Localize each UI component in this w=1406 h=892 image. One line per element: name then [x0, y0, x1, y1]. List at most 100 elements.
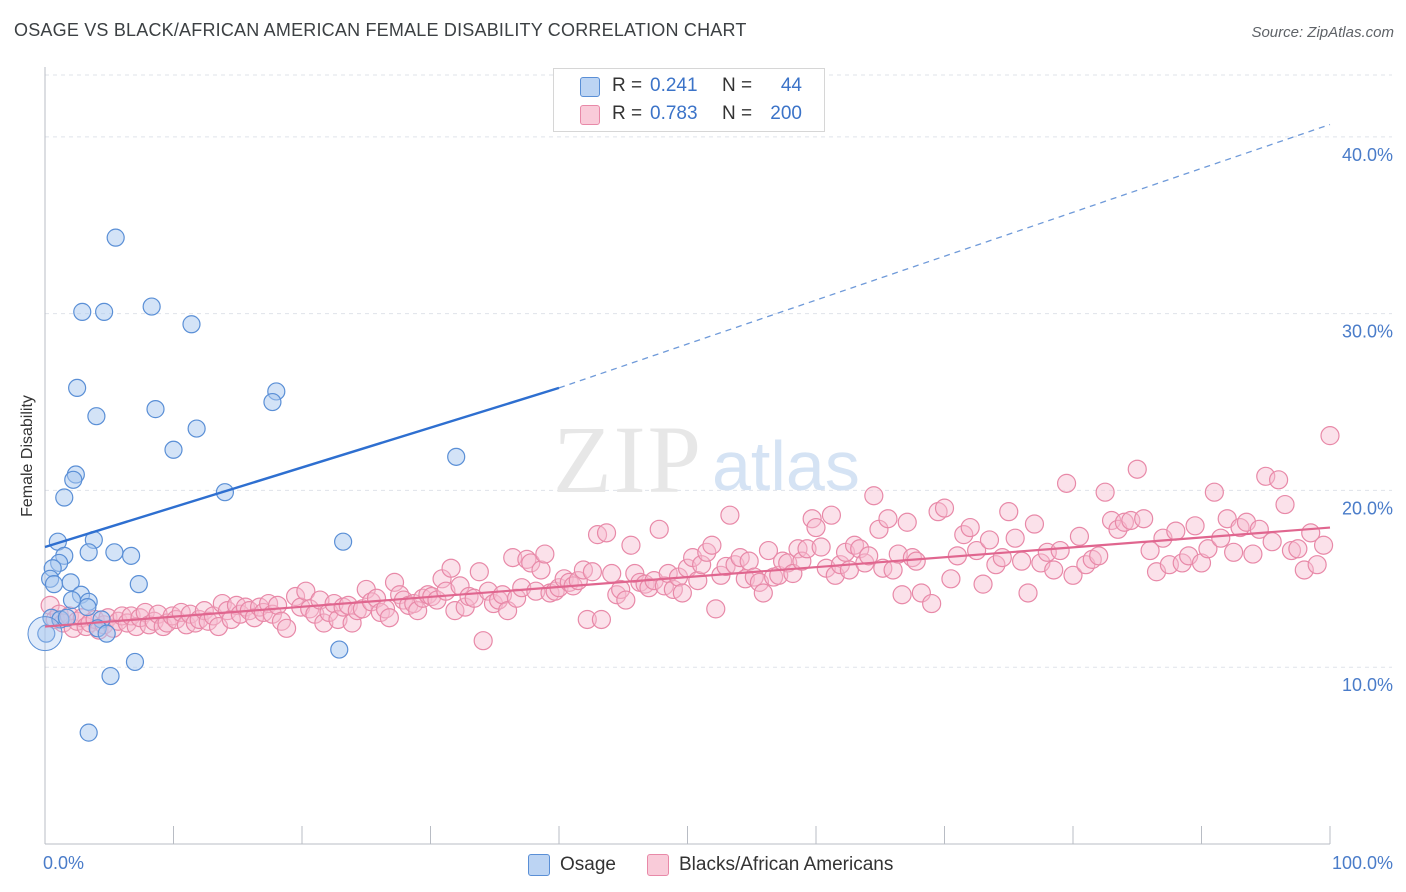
- data-point-blacks: [979, 530, 1000, 550]
- data-point-blacks: [611, 579, 631, 600]
- data-point-blacks: [384, 572, 405, 592]
- data-point-blacks: [1063, 565, 1083, 585]
- data-point-blacks: [1256, 466, 1276, 486]
- data-point-osage: [105, 543, 124, 562]
- data-point-blacks: [897, 512, 917, 532]
- data-point-osage: [73, 302, 92, 321]
- data-point-blacks: [531, 560, 551, 580]
- data-point-blacks: [469, 562, 489, 582]
- data-point-blacks: [379, 608, 399, 628]
- data-point-osage-large: [27, 616, 63, 652]
- data-point-blacks: [503, 548, 523, 568]
- data-point-blacks: [649, 519, 669, 539]
- data-point-blacks: [526, 581, 546, 601]
- data-point-blacks: [441, 558, 461, 578]
- data-point-blacks: [577, 609, 597, 630]
- data-point-osage: [187, 419, 206, 438]
- data-point-blacks: [1230, 517, 1250, 538]
- data-point-blacks: [1243, 544, 1263, 564]
- legend-r-label: R =: [612, 75, 643, 96]
- data-point-blacks: [1005, 528, 1025, 548]
- trend-line-blacks: [44, 526, 1331, 628]
- data-point-blacks: [582, 562, 603, 582]
- data-point-blacks: [941, 569, 961, 589]
- data-point-blacks: [888, 544, 908, 564]
- data-point-blacks: [753, 583, 773, 603]
- series-osage-points: [27, 228, 466, 742]
- series-legend: Osage Blacks/African Americans: [0, 851, 1406, 879]
- data-point-blacks: [591, 609, 612, 630]
- data-point-blacks: [749, 572, 770, 592]
- legend-swatch-osage: [580, 77, 600, 97]
- data-point-blacks: [892, 585, 912, 605]
- data-point-blacks: [702, 535, 722, 555]
- y-axis-label-text: Female Disability: [19, 395, 36, 517]
- data-point-blacks: [602, 563, 622, 584]
- data-point-blacks: [276, 618, 297, 638]
- data-point-osage: [121, 546, 141, 565]
- data-point-blacks: [535, 544, 555, 564]
- data-point-osage: [125, 652, 145, 672]
- data-point-blacks: [1024, 514, 1045, 534]
- data-point-blacks: [973, 574, 993, 594]
- data-point-blacks: [244, 608, 265, 628]
- data-point-blacks: [1211, 528, 1231, 548]
- watermark-zip: ZIP: [553, 406, 703, 513]
- data-point-osage: [55, 488, 74, 507]
- data-point-osage: [68, 378, 87, 398]
- data-point-blacks: [688, 570, 708, 591]
- legend-swatch-blacks: [580, 105, 600, 125]
- data-point-osage: [61, 573, 80, 592]
- data-point-blacks: [960, 517, 980, 538]
- data-point-osage: [101, 666, 120, 686]
- x-tick-label-min: 0.0%: [43, 853, 84, 873]
- data-point-blacks: [1191, 553, 1212, 573]
- data-point-osage: [37, 624, 56, 643]
- data-point-osage: [64, 470, 83, 489]
- data-point-blacks: [1262, 532, 1282, 552]
- chart-title: OSAGE VS BLACK/AFRICAN AMERICAN FEMALE D…: [14, 20, 747, 40]
- data-point-blacks: [792, 551, 812, 571]
- data-point-osage: [263, 392, 282, 412]
- data-point-blacks: [1294, 560, 1314, 580]
- data-point-blacks: [859, 546, 879, 566]
- legend-swatch-blacks: [647, 854, 669, 876]
- data-point-osage: [146, 400, 165, 419]
- correlation-legend: R = 0.241 N = 44 R = 0.783 N = 200: [553, 68, 825, 132]
- data-point-blacks: [797, 539, 817, 559]
- data-point-osage: [87, 407, 106, 426]
- data-point-blacks: [342, 613, 362, 633]
- data-point-blacks: [758, 540, 779, 561]
- y-tick-label: 40.0%: [1342, 145, 1393, 165]
- x-tick-label-max: 100.0%: [1332, 853, 1393, 873]
- data-point-blacks: [1089, 546, 1109, 566]
- data-point-blacks: [1320, 426, 1340, 446]
- data-point-blacks: [878, 509, 898, 529]
- data-point-blacks: [1069, 526, 1090, 547]
- data-point-blacks: [1134, 509, 1154, 529]
- data-point-osage: [447, 447, 466, 466]
- data-point-blacks: [1224, 542, 1244, 562]
- data-point-blacks: [1313, 535, 1334, 555]
- data-point-blacks: [314, 613, 334, 633]
- source-note: Source: ZipAtlas.com: [1251, 24, 1394, 41]
- data-point-osage: [334, 532, 353, 551]
- data-point-blacks: [1268, 470, 1289, 490]
- data-point-blacks: [1198, 539, 1218, 559]
- legend-row-blacks: R = 0.783 N = 200: [554, 100, 824, 128]
- data-point-blacks: [778, 553, 798, 573]
- data-point-blacks: [692, 555, 712, 575]
- data-point-osage: [62, 590, 82, 610]
- data-point-osage: [142, 297, 161, 316]
- data-point-osage: [97, 624, 116, 643]
- data-point-osage: [44, 575, 64, 594]
- tick-labels: 10.0% 20.0% 30.0% 40.0% 0.0% 100.0%: [43, 145, 1393, 873]
- legend-n-value: 44: [780, 75, 802, 96]
- data-point-blacks: [906, 551, 926, 571]
- data-point-osage: [78, 598, 97, 617]
- trend-line-osage-extension: [558, 123, 1331, 389]
- data-point-osage: [57, 608, 76, 627]
- data-point-blacks: [370, 602, 390, 623]
- data-point-blacks: [596, 523, 617, 543]
